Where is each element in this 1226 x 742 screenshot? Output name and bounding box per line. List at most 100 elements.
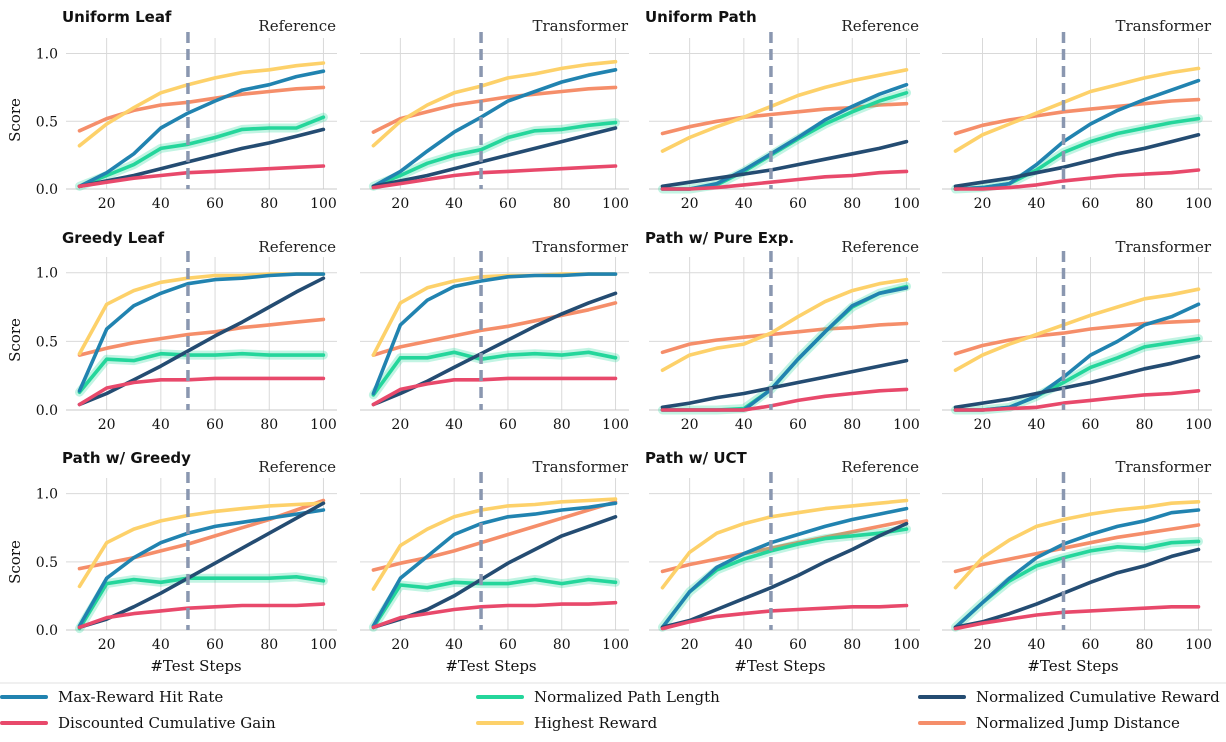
legend-label: Discounted Cumulative Gain [58, 714, 276, 732]
series-line-jump [953, 97, 1201, 136]
legend-item-path: Normalized Path Length [476, 688, 720, 706]
series-line-jump [953, 318, 1201, 356]
x-tick-label: 60 [1082, 417, 1100, 433]
x-tick-label: 100 [1185, 637, 1212, 653]
legend-item-dcg: Discounted Cumulative Gain [0, 714, 276, 732]
x-tick-label: 20 [391, 637, 409, 653]
y-tick-label: 1.0 [36, 266, 58, 282]
x-axis-label-col-1: #Test Steps [150, 657, 241, 675]
x-tick-label: 80 [1136, 196, 1154, 212]
x-tick-label: 40 [445, 196, 463, 212]
series-line-path [953, 539, 1201, 630]
x-tick-label: 80 [843, 637, 861, 653]
x-tick-label: 80 [553, 196, 571, 212]
series-line-path [371, 350, 618, 397]
panel-12: 20 40 60 80 100 Transformer [942, 458, 1212, 653]
legend-label: Normalized Path Length [534, 688, 720, 706]
panel-8: 20 40 60 80 100 Transformer [942, 238, 1212, 433]
panel-title: Path w/ Greedy [62, 449, 191, 467]
series-line-dcg [660, 169, 909, 191]
series-line-dcg [371, 600, 618, 630]
x-tick-label: 60 [789, 196, 807, 212]
x-tick-label: 20 [98, 417, 116, 433]
series-line-path [371, 120, 618, 189]
x-tick-label: 40 [735, 637, 753, 653]
series-line-hit [953, 78, 1201, 191]
x-tick-label: 60 [206, 417, 224, 433]
x-tick-label: 100 [1185, 417, 1212, 433]
x-tick-label: 80 [1136, 637, 1154, 653]
x-tick-label: 100 [602, 417, 629, 433]
x-tick-label: 80 [260, 417, 278, 433]
series-line-hit [371, 501, 618, 628]
series-line-cum [371, 126, 618, 189]
y-axis-label-row-2: Score [6, 318, 24, 362]
series-line-dcg [953, 168, 1201, 191]
series-line-jump [371, 301, 618, 357]
panel-7: 20 40 60 80 100 Reference Path w/ Pure Exp. [645, 229, 920, 433]
panel-3: 20 40 60 80 100 Reference Uniform Path [645, 8, 920, 212]
panel-title: Path w/ Pure Exp. [645, 229, 794, 247]
series-line-jump [371, 499, 618, 572]
panel-6: 20 40 60 80 100 Transformer [360, 238, 629, 433]
series-line-jump [77, 498, 326, 571]
series-band-path [75, 572, 328, 634]
series-line-hit [77, 508, 326, 628]
x-tick-label: 60 [1082, 196, 1100, 212]
x-tick-label: 20 [974, 417, 992, 433]
series-line-hit [660, 506, 909, 630]
x-tick-label: 80 [260, 196, 278, 212]
x-tick-label: 20 [98, 637, 116, 653]
series-line-high [953, 287, 1201, 373]
panel-tag: Transformer [532, 458, 628, 476]
x-tick-label: 40 [152, 637, 170, 653]
y-axis-label-row-1: Score [6, 98, 24, 142]
series-line-path [77, 115, 326, 189]
series-line-path [371, 577, 618, 630]
panel-title: Uniform Leaf [62, 8, 172, 26]
legend-item-cum: Normalized Cumulative Reward [918, 688, 1220, 706]
series-line-dcg [77, 164, 326, 189]
series-line-jump [660, 519, 909, 574]
x-tick-label: 100 [893, 637, 920, 653]
series-line-dcg [77, 376, 326, 407]
series-line-dcg [660, 603, 909, 631]
x-tick-label: 100 [310, 637, 337, 653]
x-tick-label: 40 [735, 417, 753, 433]
legend-item-high: Highest Reward [476, 714, 658, 732]
x-tick-label: 20 [681, 417, 699, 433]
series-line-hit [371, 272, 618, 396]
x-tick-label: 80 [260, 637, 278, 653]
x-tick-label: 60 [499, 637, 517, 653]
legend-item-hit: Max-Reward Hit Rate [0, 688, 223, 706]
legend-label: Normalized Jump Distance [976, 714, 1180, 732]
panel-tag: Reference [841, 238, 919, 256]
series-line-dcg [371, 164, 618, 190]
x-tick-label: 40 [152, 417, 170, 433]
y-axis-label-row-3: Score [6, 540, 24, 584]
series-line-cum [77, 127, 326, 189]
y-tick-label: 0.0 [36, 623, 58, 639]
series-line-dcg [371, 376, 618, 407]
x-tick-label: 60 [206, 637, 224, 653]
panel-10: 20 40 60 80 100 Transformer [360, 458, 629, 653]
x-tick-label: 80 [553, 417, 571, 433]
x-tick-label: 100 [1185, 196, 1212, 212]
series-line-jump [953, 523, 1201, 574]
panel-tag: Reference [841, 17, 919, 35]
series-line-high [77, 501, 326, 589]
series-line-cum [953, 354, 1201, 410]
x-axis-labels: #Test Steps #Test Steps #Test Steps #Tes… [150, 657, 1118, 675]
series-line-path [77, 351, 326, 395]
y-tick-label: 0.5 [36, 334, 58, 350]
y-tick-label: 0.0 [36, 182, 58, 198]
series-line-hit [77, 69, 326, 189]
x-tick-label: 40 [1028, 637, 1046, 653]
x-tick-label: 100 [602, 637, 629, 653]
x-tick-label: 100 [310, 417, 337, 433]
panel-2: 20 40 60 80 100 Transformer [360, 17, 629, 212]
y-tick-label: 0.5 [36, 555, 58, 571]
panel-title: Greedy Leaf [62, 229, 165, 247]
series-line-dcg [660, 387, 909, 412]
